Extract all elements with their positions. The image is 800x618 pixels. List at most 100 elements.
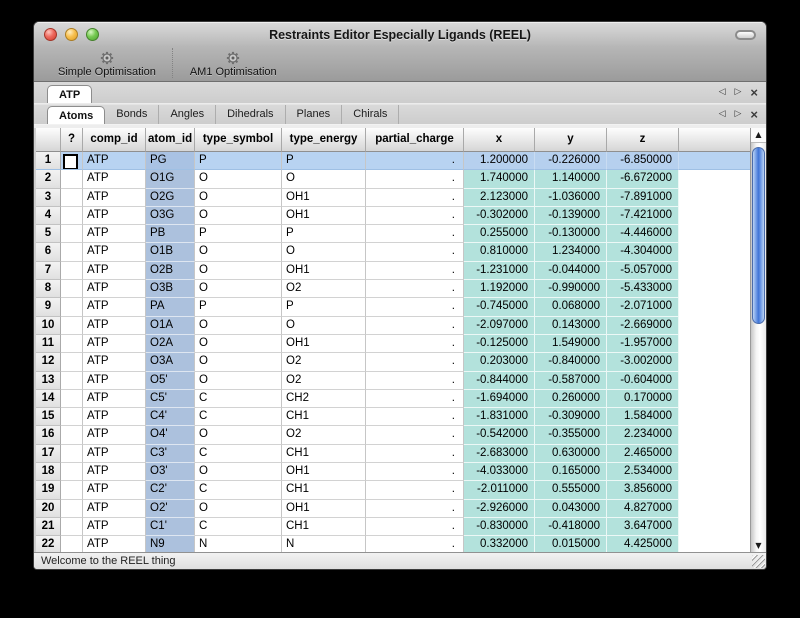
comp-id-cell[interactable]: ATP [83,536,146,552]
close-tab-icon[interactable]: × [750,85,758,100]
partial-charge-cell[interactable]: . [366,444,464,464]
z-cell[interactable]: -7.891000 [607,188,679,207]
comp-id-cell[interactable]: ATP [83,188,146,207]
close-tab-icon[interactable]: × [750,106,758,122]
comp-id-cell[interactable]: ATP [83,517,146,537]
tab-atoms[interactable]: Atoms [47,106,106,124]
z-cell[interactable]: 2.234000 [607,426,679,445]
type-symbol-cell[interactable]: O [195,463,282,482]
question-cell[interactable] [61,371,83,390]
atom-id-cell[interactable]: O2A [146,334,195,354]
row-number-cell[interactable]: 6 [36,243,61,262]
cell-checkbox[interactable] [63,154,78,170]
type-symbol-cell[interactable]: O [195,499,282,518]
atom-id-cell[interactable]: C4' [146,408,195,427]
type-energy-cell[interactable]: O [282,316,366,335]
type-symbol-cell[interactable]: O [195,170,282,189]
atom-id-cell[interactable]: O1B [146,243,195,262]
y-cell[interactable]: 0.630000 [535,444,607,464]
comp-id-cell[interactable]: ATP [83,371,146,390]
z-cell[interactable]: 2.534000 [607,463,679,482]
y-cell[interactable]: 0.555000 [535,481,607,500]
question-cell[interactable] [61,261,83,281]
question-cell[interactable] [61,481,83,500]
y-cell[interactable]: -0.130000 [535,225,607,244]
simple-optimisation-button[interactable]: Simple Optimisation [46,51,168,78]
row-number-cell[interactable]: 11 [36,334,61,354]
question-cell[interactable] [61,536,83,552]
y-cell[interactable]: 1.234000 [535,243,607,262]
table-row[interactable]: 20 ATP O2' O OH1. -2.926000 0.043000 4.827000 [36,499,750,518]
question-cell[interactable] [61,152,83,171]
table-row[interactable]: 13 ATP O5' O O2. -0.844000 -0.587000 -0.604000 [36,371,750,390]
table-row[interactable]: 10 ATP O1A O O. -2.097000 0.143000 -2.669000 [36,316,750,335]
row-number-cell[interactable]: 15 [36,408,61,427]
question-cell[interactable] [61,334,83,354]
partial-charge-cell[interactable]: . [366,426,464,445]
atom-id-cell[interactable]: O1G [146,170,195,189]
vertical-scrollbar[interactable]: ▲ ▼ [750,128,766,552]
atom-id-cell[interactable]: PA [146,298,195,317]
comp-id-cell[interactable]: ATP [83,481,146,500]
table-row[interactable]: 16 ATP O4' O O2. -0.542000 -0.355000 2.234000 [36,426,750,445]
y-cell[interactable]: -0.840000 [535,353,607,372]
comp-id-cell[interactable]: ATP [83,353,146,372]
type-energy-cell[interactable]: O [282,243,366,262]
atom-id-cell[interactable]: C1' [146,517,195,537]
y-cell[interactable]: 1.549000 [535,334,607,354]
minimize-window-button[interactable] [65,28,78,41]
table-row[interactable]: 1 ATP PG P P. 1.200000 -0.226000 -6.850000 [36,152,750,171]
comp-id-cell[interactable]: ATP [83,206,146,226]
partial-charge-cell[interactable]: . [366,353,464,372]
comp-id-cell[interactable]: ATP [83,334,146,354]
type-energy-cell[interactable]: CH1 [282,481,366,500]
type-symbol-cell[interactable]: C [195,444,282,464]
atom-id-cell[interactable]: O2' [146,499,195,518]
row-number-cell[interactable]: 13 [36,371,61,390]
y-cell[interactable]: 1.140000 [535,170,607,189]
y-cell[interactable]: 0.068000 [535,298,607,317]
x-cell[interactable]: -1.694000 [464,389,535,409]
row-number-cell[interactable]: 1 [36,152,61,171]
z-cell[interactable]: -6.672000 [607,170,679,189]
question-cell[interactable] [61,426,83,445]
tab-chirals[interactable]: Chirals [342,105,400,124]
close-window-button[interactable] [44,28,57,41]
table-row[interactable]: 3 ATP O2G O OH1. 2.123000 -1.036000 -7.891000 [36,188,750,207]
partial-charge-cell[interactable]: . [366,152,464,171]
y-cell[interactable]: -0.355000 [535,426,607,445]
type-symbol-cell[interactable]: O [195,261,282,281]
x-cell[interactable]: -0.125000 [464,334,535,354]
table-row[interactable]: 22 ATP N9 N N. 0.332000 0.015000 4.425000 [36,536,750,552]
y-cell[interactable]: -0.044000 [535,261,607,281]
type-energy-cell[interactable]: OH1 [282,334,366,354]
type-symbol-cell[interactable]: O [195,426,282,445]
table-row[interactable]: 21 ATP C1' C CH1. -0.830000 -0.418000 3.647000 [36,517,750,537]
type-energy-cell[interactable]: CH1 [282,444,366,464]
z-cell[interactable]: 4.827000 [607,499,679,518]
comp-id-cell[interactable]: ATP [83,316,146,335]
zoom-window-button[interactable] [86,28,99,41]
question-cell[interactable] [61,280,83,299]
z-cell[interactable]: 4.425000 [607,536,679,552]
z-cell[interactable]: -6.850000 [607,152,679,171]
type-symbol-cell[interactable]: O [195,316,282,335]
z-cell[interactable]: 1.584000 [607,408,679,427]
atom-id-cell[interactable]: O3B [146,280,195,299]
x-cell[interactable]: 0.203000 [464,353,535,372]
z-cell[interactable]: -2.071000 [607,298,679,317]
type-symbol-cell[interactable]: C [195,517,282,537]
question-cell[interactable] [61,243,83,262]
z-cell[interactable]: -4.446000 [607,225,679,244]
y-cell[interactable]: -0.418000 [535,517,607,537]
column-header-rownum[interactable] [36,128,61,152]
type-symbol-cell[interactable]: O [195,371,282,390]
x-cell[interactable]: 1.200000 [464,152,535,171]
y-cell[interactable]: 0.015000 [535,536,607,552]
x-cell[interactable]: 0.810000 [464,243,535,262]
column-header-z[interactable]: z [607,128,679,152]
comp-id-cell[interactable]: ATP [83,152,146,171]
question-cell[interactable] [61,206,83,226]
atom-id-cell[interactable]: O5' [146,371,195,390]
partial-charge-cell[interactable]: . [366,408,464,427]
